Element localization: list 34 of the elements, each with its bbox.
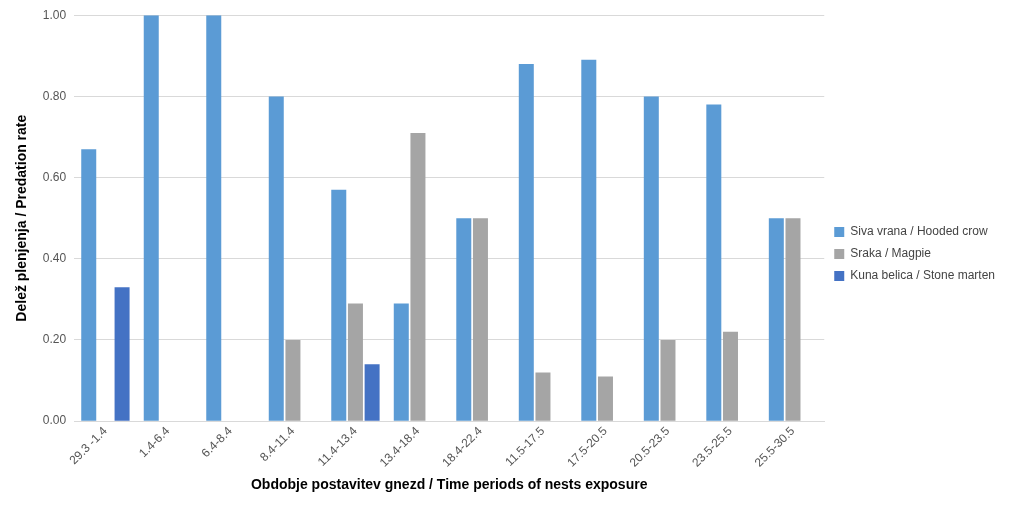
legend-label: Sraka / Magpie	[850, 246, 932, 261]
y-tick-label: 1.00	[42, 7, 67, 22]
y-tick-label: 0.60	[42, 169, 67, 184]
bar	[114, 287, 130, 421]
bar	[393, 303, 409, 421]
bar	[518, 63, 534, 421]
bar	[581, 59, 597, 421]
y-tick-label: 0.80	[42, 88, 67, 103]
y-tick-label: 0.20	[42, 332, 67, 347]
bar	[206, 15, 222, 421]
bar	[643, 96, 659, 421]
bar	[768, 218, 784, 421]
y-tick-label: 0.00	[42, 413, 67, 428]
bar	[268, 96, 284, 421]
bar	[285, 339, 301, 421]
bar	[81, 149, 97, 421]
y-tick-label: 0.40	[42, 251, 67, 266]
bar	[472, 218, 488, 421]
bar	[143, 15, 159, 421]
bar	[410, 132, 426, 421]
bar	[364, 364, 380, 421]
bar	[331, 189, 347, 421]
bar	[347, 303, 363, 421]
bar	[535, 372, 551, 421]
bar	[456, 218, 472, 421]
y-axis-title: Delež plenjenja / Predation rate	[13, 114, 30, 322]
bar	[706, 104, 722, 421]
bar	[785, 218, 801, 421]
legend-label: Siva vrana / Hooded crow	[850, 224, 988, 239]
legend-label: Kuna belica / Stone marten	[850, 268, 996, 283]
x-axis-title: Obdobje postavitev gnezd / Time periods of nests exposure	[250, 476, 648, 493]
bar	[597, 376, 613, 421]
bar	[722, 331, 738, 421]
bar	[660, 339, 676, 421]
